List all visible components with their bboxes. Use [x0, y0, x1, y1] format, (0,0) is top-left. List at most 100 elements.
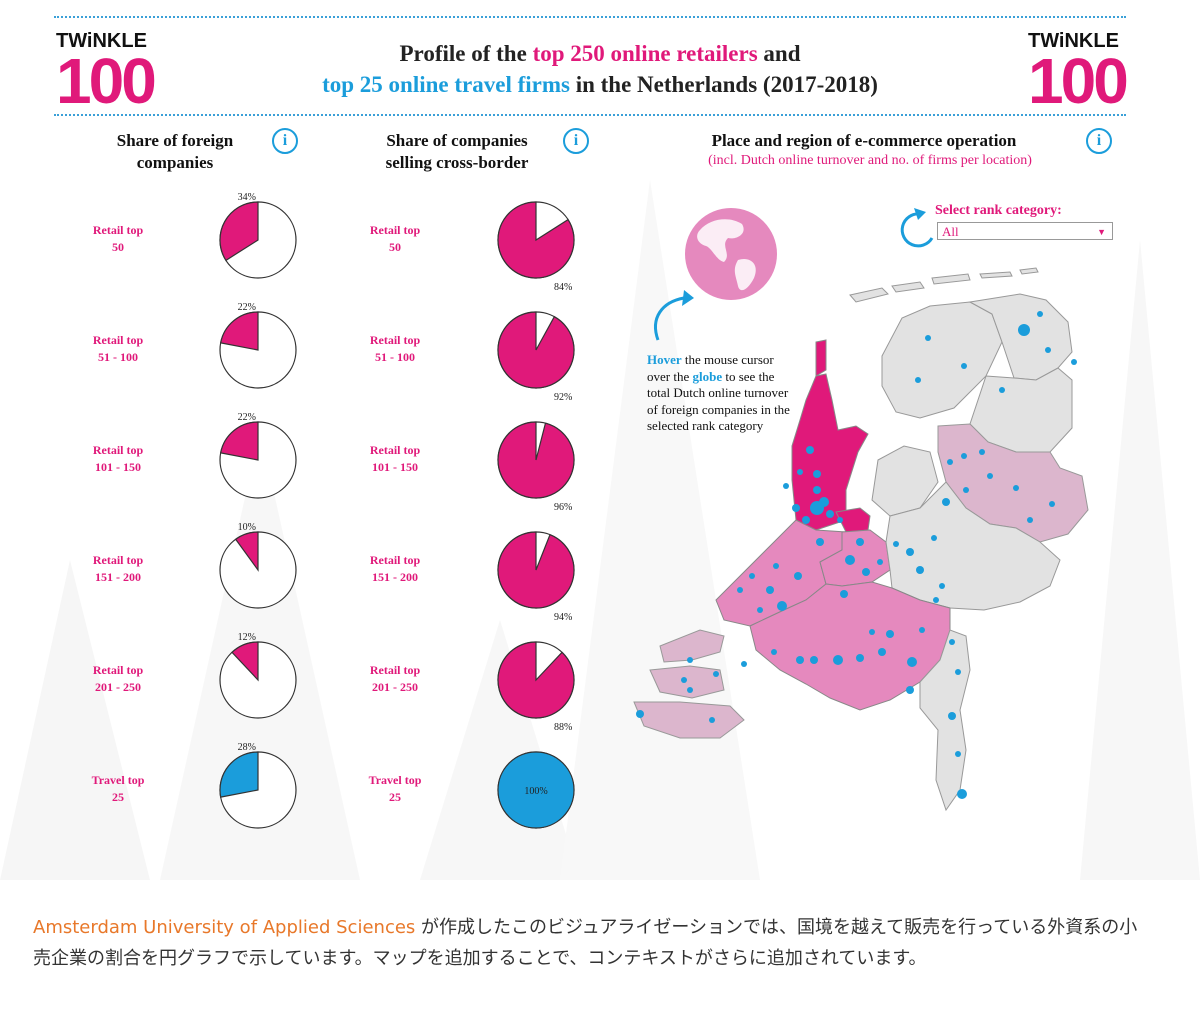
pie-slice[interactable]	[219, 201, 259, 262]
location-dot[interactable]	[963, 487, 969, 493]
location-dot[interactable]	[1071, 359, 1077, 365]
location-dot[interactable]	[961, 363, 967, 369]
province-flevoland[interactable]	[871, 445, 939, 517]
rank-category-select[interactable]: All ▼	[937, 222, 1113, 240]
province-noord-holland[interactable]	[791, 339, 869, 531]
location-dot[interactable]	[957, 789, 967, 799]
pie-slice[interactable]	[497, 311, 575, 389]
location-dot[interactable]	[916, 566, 924, 574]
location-dot[interactable]	[919, 627, 925, 633]
row-label-crossborder: Retail top 50	[369, 223, 421, 254]
location-dot[interactable]	[907, 657, 917, 667]
location-dot[interactable]	[931, 535, 937, 541]
location-dot[interactable]	[833, 655, 843, 665]
location-dot[interactable]	[933, 597, 939, 603]
location-dot[interactable]	[802, 516, 810, 524]
location-dot[interactable]	[869, 629, 875, 635]
location-dot[interactable]	[955, 751, 961, 757]
location-dot[interactable]	[877, 559, 883, 565]
location-dot[interactable]	[681, 677, 687, 683]
location-dot[interactable]	[777, 601, 787, 611]
location-dot[interactable]	[999, 387, 1005, 393]
location-dot[interactable]	[741, 661, 747, 667]
location-dot[interactable]	[856, 654, 864, 662]
location-dot[interactable]	[979, 449, 985, 455]
location-dot[interactable]	[948, 712, 956, 720]
foreign-share-heading: Share of foreign companies	[116, 131, 234, 172]
location-dot[interactable]	[961, 453, 967, 459]
location-dot[interactable]	[813, 486, 821, 494]
location-dot[interactable]	[794, 572, 802, 580]
caption-source[interactable]: Amsterdam University of Applied Sciences	[33, 917, 416, 938]
pie-slice[interactable]	[234, 531, 259, 572]
pie-slice[interactable]	[219, 751, 259, 798]
location-dot[interactable]	[1049, 501, 1055, 507]
pie-slice[interactable]	[219, 421, 259, 461]
location-dot[interactable]	[687, 657, 693, 663]
netherlands-map[interactable]	[620, 190, 1160, 830]
location-dot[interactable]	[773, 563, 779, 569]
location-dot[interactable]	[878, 648, 886, 656]
location-dot[interactable]	[816, 538, 824, 546]
pie-charts: 34% 22% 22% 10% 12% 28% 84% 92% 96% 94% 88% 100%	[219, 192, 575, 829]
location-dot[interactable]	[826, 510, 834, 518]
location-dot[interactable]	[810, 656, 818, 664]
pie-slice[interactable]	[497, 531, 575, 609]
location-dot[interactable]	[810, 501, 824, 515]
refresh-icon[interactable]	[900, 208, 934, 248]
location-dot[interactable]	[771, 649, 777, 655]
location-dot[interactable]	[783, 483, 789, 489]
location-dot[interactable]	[737, 587, 743, 593]
location-dot[interactable]	[947, 459, 953, 465]
location-dot[interactable]	[636, 710, 644, 718]
location-dot[interactable]	[893, 541, 899, 547]
location-dot[interactable]	[856, 538, 864, 546]
location-dot[interactable]	[939, 583, 945, 589]
location-dot[interactable]	[813, 470, 821, 478]
location-dot[interactable]	[987, 473, 993, 479]
location-dot[interactable]	[1018, 324, 1030, 336]
info-icon[interactable]: i	[563, 128, 589, 154]
location-dot[interactable]	[1027, 517, 1033, 523]
location-dot[interactable]	[862, 568, 870, 576]
location-dot[interactable]	[840, 590, 848, 598]
location-dot[interactable]	[837, 517, 843, 523]
location-dot[interactable]	[749, 573, 755, 579]
location-dot[interactable]	[1045, 347, 1051, 353]
row-label-foreign: Retail top 151 - 200	[92, 553, 144, 584]
location-dot[interactable]	[925, 335, 931, 341]
location-dot[interactable]	[915, 377, 921, 383]
info-icon[interactable]: i	[1086, 128, 1112, 154]
pie-slice[interactable]	[231, 641, 259, 682]
globe-icon[interactable]	[685, 208, 777, 300]
location-dot[interactable]	[949, 639, 955, 645]
province-friesland[interactable]	[881, 301, 1003, 419]
province-limburg[interactable]	[919, 629, 971, 812]
pie-slice[interactable]	[219, 311, 259, 351]
location-dot[interactable]	[1037, 311, 1043, 317]
location-dot[interactable]	[845, 555, 855, 565]
province-flevoland-small[interactable]	[835, 507, 871, 533]
pie-value-label: 100%	[524, 786, 547, 797]
pie-slice[interactable]	[497, 641, 575, 719]
info-icon[interactable]: i	[272, 128, 298, 154]
pie-slice[interactable]	[497, 421, 575, 499]
location-dot[interactable]	[906, 686, 914, 694]
pie-slice[interactable]	[497, 201, 575, 279]
pie-slice[interactable]	[497, 751, 575, 829]
location-dot[interactable]	[886, 630, 894, 638]
location-dot[interactable]	[797, 469, 803, 475]
location-dot[interactable]	[713, 671, 719, 677]
location-dot[interactable]	[687, 687, 693, 693]
location-dot[interactable]	[792, 504, 800, 512]
location-dot[interactable]	[806, 446, 814, 454]
location-dot[interactable]	[766, 586, 774, 594]
location-dot[interactable]	[757, 607, 763, 613]
province-zeeland[interactable]	[633, 629, 745, 739]
location-dot[interactable]	[906, 548, 914, 556]
location-dot[interactable]	[955, 669, 961, 675]
location-dot[interactable]	[709, 717, 715, 723]
location-dot[interactable]	[942, 498, 950, 506]
location-dot[interactable]	[1013, 485, 1019, 491]
location-dot[interactable]	[796, 656, 804, 664]
